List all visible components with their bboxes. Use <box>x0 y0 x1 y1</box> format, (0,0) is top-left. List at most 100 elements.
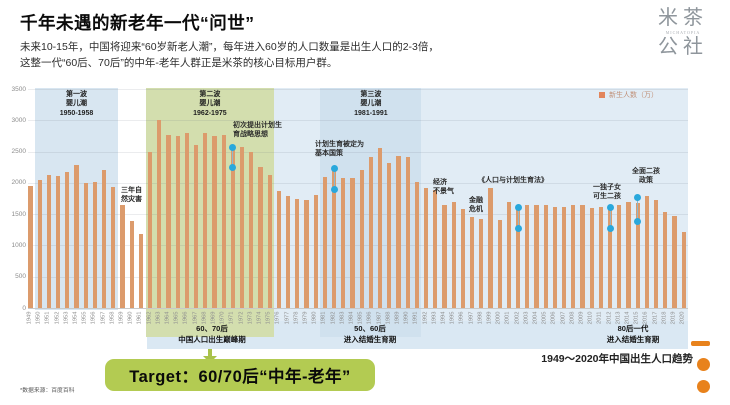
x-axis-tick-label: 1954 <box>72 311 79 325</box>
y-axis-tick-label: 500 <box>15 273 26 281</box>
bar-1966 <box>184 133 190 308</box>
event-marker-line <box>609 207 611 229</box>
bar-1980 <box>313 195 318 308</box>
x-axis-tick-label: 2011 <box>596 311 603 324</box>
bar-2014 <box>626 201 631 308</box>
chart-annotation: 《人口与计划生育法》 <box>478 177 548 184</box>
baby-boom-band-label: 第一波 婴儿潮 1950-1958 <box>59 91 94 117</box>
bar-2015 <box>635 202 640 308</box>
bar-2004 <box>534 205 539 308</box>
event-marker-dot <box>330 164 338 172</box>
bar-1953 <box>65 172 70 308</box>
bar-1998 <box>479 218 484 308</box>
y-axis-tick-label: 2500 <box>11 148 26 156</box>
bar-2003 <box>525 205 530 308</box>
x-axis-tick-label: 1961 <box>136 311 143 325</box>
x-axis-tick-label: 2001 <box>504 311 511 325</box>
legend-swatch-icon <box>599 92 605 98</box>
bar-1978 <box>295 198 300 308</box>
x-axis-tick-label: 1952 <box>54 311 61 325</box>
y-axis-tick-label: 0 <box>22 304 26 312</box>
decor-dot <box>697 380 710 393</box>
target-label: Target：60/70后“中年-老年” <box>129 368 351 386</box>
bar-1956 <box>92 182 98 308</box>
gridline <box>28 120 688 122</box>
x-axis-tick-label: 1959 <box>118 311 125 325</box>
event-marker-dot <box>606 225 614 233</box>
x-axis-tick-label: 1977 <box>284 311 291 325</box>
bar-1967 <box>193 145 199 308</box>
bar-1972 <box>239 147 245 308</box>
x-axis-tick-label: 1958 <box>109 311 116 325</box>
bar-1954 <box>74 164 79 308</box>
bar-1950 <box>37 179 42 308</box>
logo-line-3: 公社 <box>658 36 708 58</box>
bar-1991 <box>414 182 420 308</box>
event-marker-line <box>333 168 335 190</box>
gridline <box>28 182 688 184</box>
timeline-label: 80后一代 进入结婚生育期 <box>606 324 660 344</box>
gridline <box>28 151 688 153</box>
bar-1993 <box>433 189 438 308</box>
bar-1996 <box>460 208 466 308</box>
bar-1994 <box>442 204 447 308</box>
y-axis-tick-label: 3500 <box>11 85 26 93</box>
bar-1963 <box>157 120 162 308</box>
x-axis-tick-label: 2002 <box>514 311 521 325</box>
x-axis-tick-label: 1982 <box>330 311 337 325</box>
x-axis-tick-label: 1955 <box>81 311 88 325</box>
bar-1990 <box>405 157 410 308</box>
bar-2000 <box>497 220 502 308</box>
event-marker-line <box>517 207 519 229</box>
bar-1981 <box>322 177 328 308</box>
baby-boom-band-label: 第二波 婴儿潮 1962-1975 <box>193 91 227 117</box>
event-marker-dot <box>634 218 642 226</box>
chart-annotation: 全面二孩 政策 <box>632 168 660 185</box>
bar-1960 <box>129 221 134 308</box>
x-axis-tick-label: 1994 <box>440 311 447 325</box>
chart-annotation: 一独子女 可生二孩 <box>593 184 621 201</box>
x-axis-tick-label: 2004 <box>532 311 539 325</box>
x-axis-tick-label: 1991 <box>412 311 419 325</box>
bar-1973 <box>249 151 254 308</box>
bar-1957 <box>101 170 107 308</box>
gridline <box>28 214 688 216</box>
x-axis-tick-label: 2008 <box>569 311 576 325</box>
legend-label: 新生人数（万） <box>609 92 658 99</box>
page-title: 千年未遇的新老年一代“问世” <box>20 13 255 33</box>
bar-2008 <box>571 204 576 308</box>
bar-1952 <box>55 175 61 308</box>
x-axis-tick-label: 1964 <box>164 311 171 325</box>
decor-dash <box>691 341 710 346</box>
bar-1985 <box>359 170 364 308</box>
bar-1958 <box>111 186 116 308</box>
bar-1976 <box>276 190 282 308</box>
x-axis-tick-label: 1975 <box>265 311 272 325</box>
x-axis-tick-label: 1960 <box>127 311 134 325</box>
bar-1969 <box>212 135 217 308</box>
bar-2016 <box>644 195 650 308</box>
chart-legend: 新生人数（万） <box>599 90 658 100</box>
bar-1975 <box>267 175 272 308</box>
x-axis-tick-label: 1956 <box>90 311 97 325</box>
gridline <box>28 276 688 278</box>
decor-dot <box>697 358 710 371</box>
logo-line-2: MICHATOPIA <box>665 30 701 35</box>
y-axis-tick-label: 2000 <box>11 179 26 187</box>
x-axis-tick-label: 2018 <box>661 311 668 325</box>
bar-1961 <box>138 233 144 308</box>
chart-caption: 1949～2020年中国出生人口趋势 <box>541 353 693 365</box>
baby-boom-band-label: 第三波 婴儿潮 1981-1991 <box>354 91 388 117</box>
x-axis-tick-label: 1950 <box>35 311 42 325</box>
chart-annotation: 初次提出计划生 育战略思想 <box>233 122 282 139</box>
bar-1965 <box>175 135 180 308</box>
bar-2011 <box>598 206 604 308</box>
x-axis-tick-label: 1999 <box>486 311 493 325</box>
event-marker-dot <box>330 186 338 194</box>
x-axis-tick-label: 1990 <box>403 311 410 325</box>
x-axis-tick-label: 1980 <box>311 311 318 325</box>
x-axis-line <box>28 308 688 309</box>
event-marker-dot <box>514 203 522 211</box>
bar-1999 <box>488 188 493 308</box>
